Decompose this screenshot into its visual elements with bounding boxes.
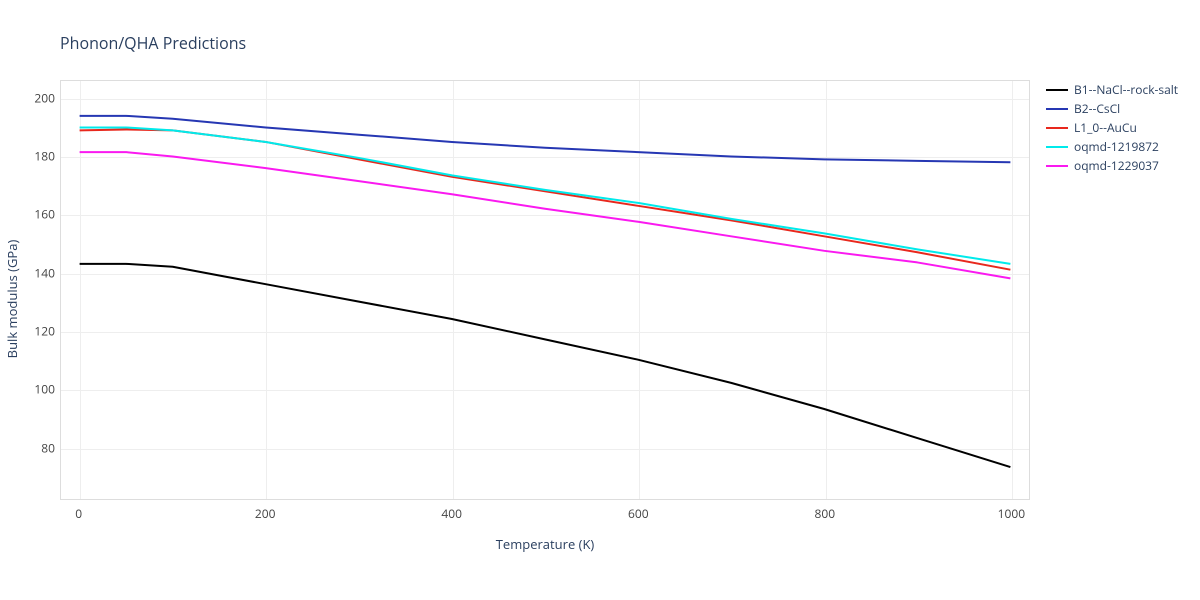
y-tick-label: 160	[30, 206, 55, 223]
y-tick-label: 200	[30, 89, 55, 106]
chart-container: Phonon/QHA Predictions 0 200 400 600 800 1000…	[0, 0, 1200, 600]
legend-swatch	[1046, 108, 1068, 110]
y-tick-label: 100	[30, 381, 55, 398]
legend-label: L1_0--AuCu	[1074, 119, 1137, 136]
legend-swatch	[1046, 89, 1068, 91]
series-line[interactable]	[80, 264, 1011, 467]
legend-item[interactable]: oqmd-1219872	[1046, 137, 1178, 156]
legend-item[interactable]: B2--CsCl	[1046, 99, 1178, 118]
series-line[interactable]	[80, 129, 1011, 269]
series-line[interactable]	[80, 116, 1011, 162]
legend-label: B1--NaCl--rock-salt	[1074, 81, 1178, 98]
legend-item[interactable]: oqmd-1229037	[1046, 156, 1178, 175]
x-tick-label: 600	[628, 505, 649, 522]
x-tick-label: 200	[255, 505, 276, 522]
legend-item[interactable]: B1--NaCl--rock-salt	[1046, 80, 1178, 99]
legend-label: oqmd-1219872	[1074, 138, 1159, 155]
plot-area[interactable]	[60, 80, 1030, 500]
legend-label: B2--CsCl	[1074, 100, 1120, 117]
y-tick-label: 180	[30, 147, 55, 164]
x-tick-label: 400	[441, 505, 462, 522]
legend-swatch	[1046, 146, 1068, 148]
y-tick-label: 140	[30, 264, 55, 281]
legend-item[interactable]: L1_0--AuCu	[1046, 118, 1178, 137]
y-tick-label: 120	[30, 322, 55, 339]
x-tick-label: 800	[815, 505, 836, 522]
series-line[interactable]	[80, 152, 1011, 278]
x-axis-label: Temperature (K)	[496, 535, 595, 553]
x-tick-label: 0	[75, 505, 82, 522]
legend-swatch	[1046, 127, 1068, 129]
chart-title: Phonon/QHA Predictions	[60, 32, 246, 54]
series-lines	[61, 81, 1029, 499]
legend-label: oqmd-1229037	[1074, 157, 1159, 174]
legend-swatch	[1046, 165, 1068, 167]
y-axis-label: Bulk modulus (GPa)	[3, 240, 21, 359]
legend: B1--NaCl--rock-salt B2--CsCl L1_0--AuCuoqm…	[1046, 80, 1178, 175]
y-tick-label: 80	[30, 439, 55, 456]
x-tick-label: 1000	[998, 505, 1025, 522]
